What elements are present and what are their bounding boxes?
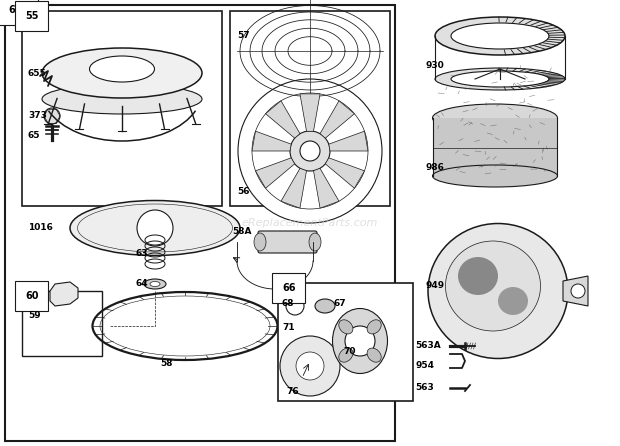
Polygon shape (265, 101, 300, 138)
Ellipse shape (42, 84, 202, 114)
Text: eReplacementParts.com: eReplacementParts.com (242, 218, 378, 228)
Polygon shape (329, 131, 368, 151)
Polygon shape (50, 282, 78, 306)
Text: 59: 59 (28, 311, 41, 321)
Circle shape (286, 297, 304, 315)
Circle shape (252, 93, 368, 209)
Text: 986: 986 (425, 164, 444, 173)
Polygon shape (252, 131, 291, 151)
Circle shape (345, 326, 375, 356)
Ellipse shape (435, 17, 565, 55)
Bar (5, 5, 395, 441)
Text: 655: 655 (28, 70, 46, 78)
Text: 64: 64 (135, 280, 148, 289)
Circle shape (280, 336, 340, 396)
Ellipse shape (78, 204, 232, 252)
Text: 60: 60 (25, 291, 38, 301)
Ellipse shape (446, 241, 541, 331)
Circle shape (571, 284, 585, 298)
Text: 930: 930 (425, 62, 444, 70)
Text: 58A: 58A (232, 227, 252, 235)
Ellipse shape (451, 71, 549, 87)
Circle shape (238, 79, 382, 223)
Polygon shape (300, 94, 320, 131)
Polygon shape (255, 158, 294, 188)
Text: 65: 65 (28, 132, 40, 140)
Bar (22, 291, 102, 356)
Text: 58: 58 (160, 359, 172, 368)
Polygon shape (563, 276, 588, 306)
Text: 563A: 563A (415, 342, 441, 351)
Ellipse shape (367, 348, 381, 362)
Text: 563: 563 (415, 384, 434, 392)
Text: 373: 373 (28, 112, 47, 120)
Ellipse shape (89, 56, 154, 82)
Circle shape (296, 352, 324, 380)
Ellipse shape (498, 287, 528, 315)
Circle shape (137, 210, 173, 246)
Text: 63: 63 (135, 249, 148, 259)
Ellipse shape (451, 23, 549, 49)
Text: 949: 949 (425, 281, 444, 290)
Ellipse shape (332, 309, 388, 373)
Ellipse shape (339, 348, 353, 362)
Circle shape (44, 108, 60, 124)
Ellipse shape (458, 257, 498, 295)
Text: 76: 76 (286, 387, 299, 396)
Polygon shape (281, 168, 306, 208)
Ellipse shape (254, 233, 266, 251)
Circle shape (300, 141, 320, 161)
Bar (22, 11, 222, 206)
Text: 608: 608 (8, 5, 29, 15)
Bar (230, 11, 390, 206)
Bar (278, 283, 413, 401)
Ellipse shape (150, 281, 160, 286)
Ellipse shape (428, 223, 568, 359)
Text: 57: 57 (237, 32, 250, 41)
Ellipse shape (433, 165, 557, 187)
Text: 71: 71 (282, 323, 294, 333)
FancyBboxPatch shape (258, 231, 317, 253)
Circle shape (290, 131, 330, 171)
Text: 67: 67 (333, 298, 345, 307)
Ellipse shape (367, 320, 381, 334)
Polygon shape (320, 101, 355, 138)
Ellipse shape (70, 201, 240, 256)
Polygon shape (314, 168, 339, 208)
Bar (433, 118, 558, 176)
Text: 68: 68 (282, 298, 294, 307)
Ellipse shape (309, 233, 321, 251)
Text: 70: 70 (343, 347, 355, 355)
Ellipse shape (433, 104, 557, 132)
Text: 66: 66 (282, 283, 296, 293)
Text: 55: 55 (25, 11, 38, 21)
Ellipse shape (339, 320, 353, 334)
Ellipse shape (435, 68, 565, 90)
Ellipse shape (315, 299, 335, 313)
Text: 1016: 1016 (28, 223, 53, 232)
Ellipse shape (42, 48, 202, 98)
Text: 56: 56 (237, 186, 249, 195)
Ellipse shape (144, 279, 166, 289)
Polygon shape (326, 158, 365, 188)
Text: 954: 954 (415, 362, 434, 371)
